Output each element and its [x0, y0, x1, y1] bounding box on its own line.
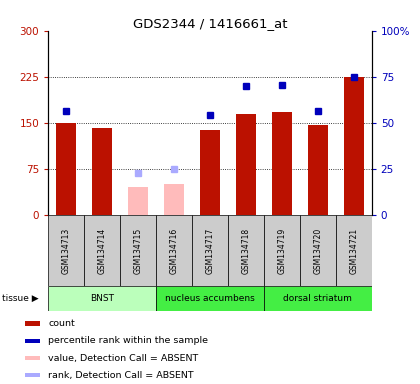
- Text: GSM134714: GSM134714: [98, 227, 107, 274]
- Bar: [308, 125, 328, 215]
- FancyBboxPatch shape: [336, 215, 372, 286]
- Title: GDS2344 / 1416661_at: GDS2344 / 1416661_at: [133, 17, 287, 30]
- Bar: [25, 339, 40, 343]
- FancyBboxPatch shape: [300, 215, 336, 286]
- Bar: [272, 112, 292, 215]
- Text: BNST: BNST: [90, 294, 114, 303]
- FancyBboxPatch shape: [264, 215, 299, 286]
- Bar: [92, 128, 112, 215]
- Text: count: count: [48, 319, 75, 328]
- Text: GSM134718: GSM134718: [241, 227, 250, 274]
- Bar: [200, 130, 220, 215]
- Bar: [25, 373, 40, 377]
- Bar: [56, 123, 76, 215]
- Text: GSM134713: GSM134713: [62, 227, 71, 274]
- FancyBboxPatch shape: [228, 215, 264, 286]
- Text: percentile rank within the sample: percentile rank within the sample: [48, 336, 208, 345]
- Text: GSM134717: GSM134717: [205, 227, 215, 274]
- Text: dorsal striatum: dorsal striatum: [284, 294, 352, 303]
- Text: tissue ▶: tissue ▶: [2, 294, 39, 303]
- Text: rank, Detection Call = ABSENT: rank, Detection Call = ABSENT: [48, 371, 194, 380]
- FancyBboxPatch shape: [264, 286, 372, 311]
- Text: GSM134719: GSM134719: [277, 227, 286, 274]
- Text: nucleus accumbens: nucleus accumbens: [165, 294, 255, 303]
- Bar: [25, 321, 40, 326]
- FancyBboxPatch shape: [156, 286, 264, 311]
- Text: GSM134721: GSM134721: [349, 227, 358, 274]
- FancyBboxPatch shape: [48, 215, 84, 286]
- Text: GSM134716: GSM134716: [170, 227, 178, 274]
- Text: value, Detection Call = ABSENT: value, Detection Call = ABSENT: [48, 354, 198, 362]
- Text: GSM134720: GSM134720: [313, 227, 322, 274]
- FancyBboxPatch shape: [48, 286, 156, 311]
- Bar: [344, 77, 364, 215]
- Bar: [128, 187, 148, 215]
- FancyBboxPatch shape: [84, 215, 120, 286]
- Bar: [164, 184, 184, 215]
- Bar: [236, 114, 256, 215]
- Text: GSM134715: GSM134715: [134, 227, 143, 274]
- FancyBboxPatch shape: [121, 215, 156, 286]
- Bar: [25, 356, 40, 360]
- FancyBboxPatch shape: [192, 215, 228, 286]
- FancyBboxPatch shape: [156, 215, 192, 286]
